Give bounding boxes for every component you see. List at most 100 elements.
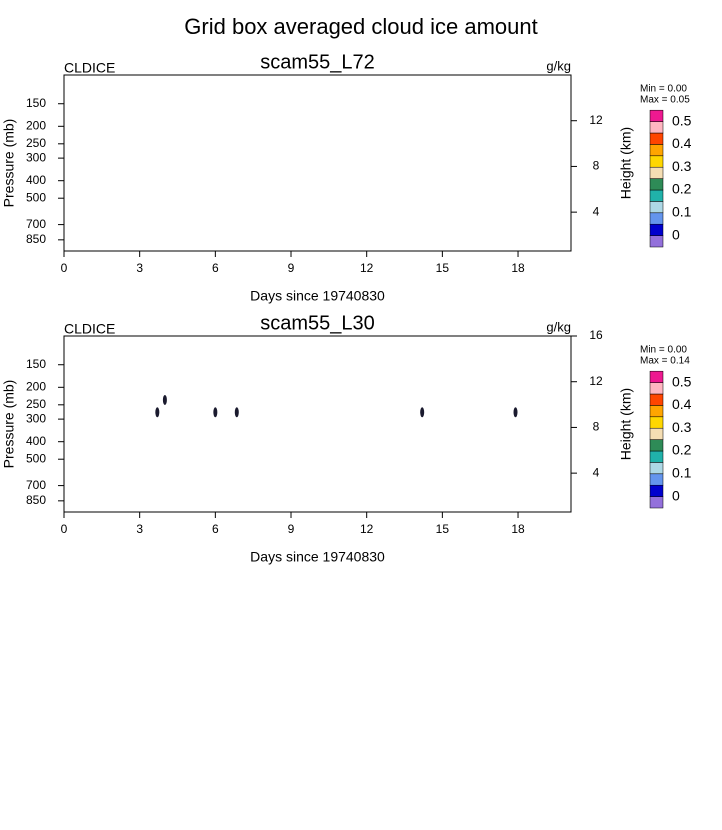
colorbar-box [649, 144, 664, 157]
colorbar-box [649, 201, 664, 214]
y-tick-label: 850 [26, 493, 46, 507]
plot-frame [63, 74, 572, 252]
colorbar-box [649, 496, 664, 509]
colorbar-box [649, 462, 664, 475]
x-tick-label: 18 [511, 261, 525, 275]
contour-feature [155, 407, 160, 418]
y-tick-label: 850 [26, 232, 46, 246]
x-axis-label: Days since 19740830 [250, 549, 385, 565]
colorbar-box [649, 155, 664, 168]
x-tick-label: 6 [212, 522, 219, 536]
y2-axis-label: Height (km) [618, 388, 634, 460]
colorbar-label: 0.2 [672, 181, 692, 197]
colorbar-box [649, 393, 664, 406]
x-tick-label: 12 [360, 522, 374, 536]
max-label: Max = 0.05 [640, 95, 690, 106]
y-axis-label: Pressure (mb) [1, 119, 17, 208]
y-tick-label: 500 [26, 451, 46, 465]
x-tick-label: 0 [61, 522, 68, 536]
colorbar-box [649, 484, 664, 497]
y-tick-label: 500 [26, 190, 46, 204]
x-tick-label: 3 [136, 522, 143, 536]
x-tick-label: 3 [136, 261, 143, 275]
colorbar-box [649, 189, 664, 202]
x-tick-label: 15 [436, 261, 450, 275]
colorbar-label: 0.1 [672, 204, 692, 220]
panel-title: scam55_L30 [260, 312, 375, 334]
colorbar-label: 0.3 [672, 158, 692, 174]
colorbar-label: 0 [672, 487, 680, 503]
colorbar-box [649, 121, 664, 134]
colorbar-box [649, 450, 664, 463]
x-tick-label: 0 [61, 261, 68, 275]
x-tick-label: 12 [360, 261, 374, 275]
figure-title: Grid box averaged cloud ice amount [184, 14, 537, 39]
y-tick-label: 700 [26, 217, 46, 231]
y-tick-label: 200 [26, 379, 46, 393]
y2-tick-label: 8 [593, 159, 600, 173]
y2-tick-label: 4 [593, 465, 600, 479]
colorbar-label: 0.4 [672, 135, 692, 151]
plot-frame [63, 335, 572, 513]
left-label: CLDICE [64, 60, 115, 76]
colorbar-label: 0.5 [672, 373, 692, 389]
y-tick-label: 150 [26, 96, 46, 110]
left-label: CLDICE [64, 321, 115, 337]
right-label: g/kg [546, 58, 571, 73]
y-tick-label: 300 [26, 411, 46, 425]
max-label: Max = 0.14 [640, 356, 690, 367]
colorbar-label: 0.1 [672, 465, 692, 481]
colorbar-label: 0.5 [672, 112, 692, 128]
min-label: Min = 0.00 [640, 345, 687, 356]
y2-tick-label: 8 [593, 420, 600, 434]
contour-feature [513, 407, 518, 418]
colorbar-box [649, 166, 664, 179]
y-tick-label: 250 [26, 397, 46, 411]
x-tick-label: 9 [288, 261, 295, 275]
colorbar-box [649, 109, 664, 122]
colorbar-box [649, 178, 664, 191]
x-axis-label: Days since 19740830 [250, 288, 385, 304]
colorbar-box [649, 427, 664, 440]
y2-tick-label: 12 [589, 113, 603, 127]
y-tick-label: 150 [26, 357, 46, 371]
contour-feature [162, 394, 167, 405]
panel-title: scam55_L72 [260, 51, 375, 73]
x-tick-label: 18 [511, 522, 525, 536]
contour-feature [234, 407, 239, 418]
colorbar-box [649, 223, 664, 236]
colorbar-box [649, 473, 664, 486]
y2-tick-label: 12 [589, 374, 603, 388]
colorbar-box [649, 439, 664, 452]
y2-tick-label: 16 [589, 328, 603, 342]
colorbar-box [649, 235, 664, 248]
colorbar-box [649, 416, 664, 429]
min-label: Min = 0.00 [640, 84, 687, 95]
x-tick-label: 6 [212, 261, 219, 275]
y-axis-label: Pressure (mb) [1, 380, 17, 469]
x-tick-label: 9 [288, 522, 295, 536]
colorbar-label: 0.3 [672, 419, 692, 435]
y-tick-label: 250 [26, 136, 46, 150]
contour-feature [213, 407, 218, 418]
colorbar-box [649, 382, 664, 395]
y-tick-label: 400 [26, 434, 46, 448]
colorbar-label: 0 [672, 226, 680, 242]
contour-feature [420, 407, 425, 418]
right-label: g/kg [546, 319, 571, 334]
y-tick-label: 700 [26, 478, 46, 492]
colorbar-label: 0.2 [672, 442, 692, 458]
colorbar-box [649, 405, 664, 418]
y2-axis-label: Height (km) [618, 127, 634, 199]
y2-tick-label: 4 [593, 204, 600, 218]
colorbar-box [649, 212, 664, 225]
x-tick-label: 15 [436, 522, 450, 536]
colorbar-box [649, 132, 664, 145]
y-tick-label: 400 [26, 173, 46, 187]
y-tick-label: 300 [26, 150, 46, 164]
colorbar-box [649, 370, 664, 383]
y-tick-label: 200 [26, 118, 46, 132]
colorbar-label: 0.4 [672, 396, 692, 412]
